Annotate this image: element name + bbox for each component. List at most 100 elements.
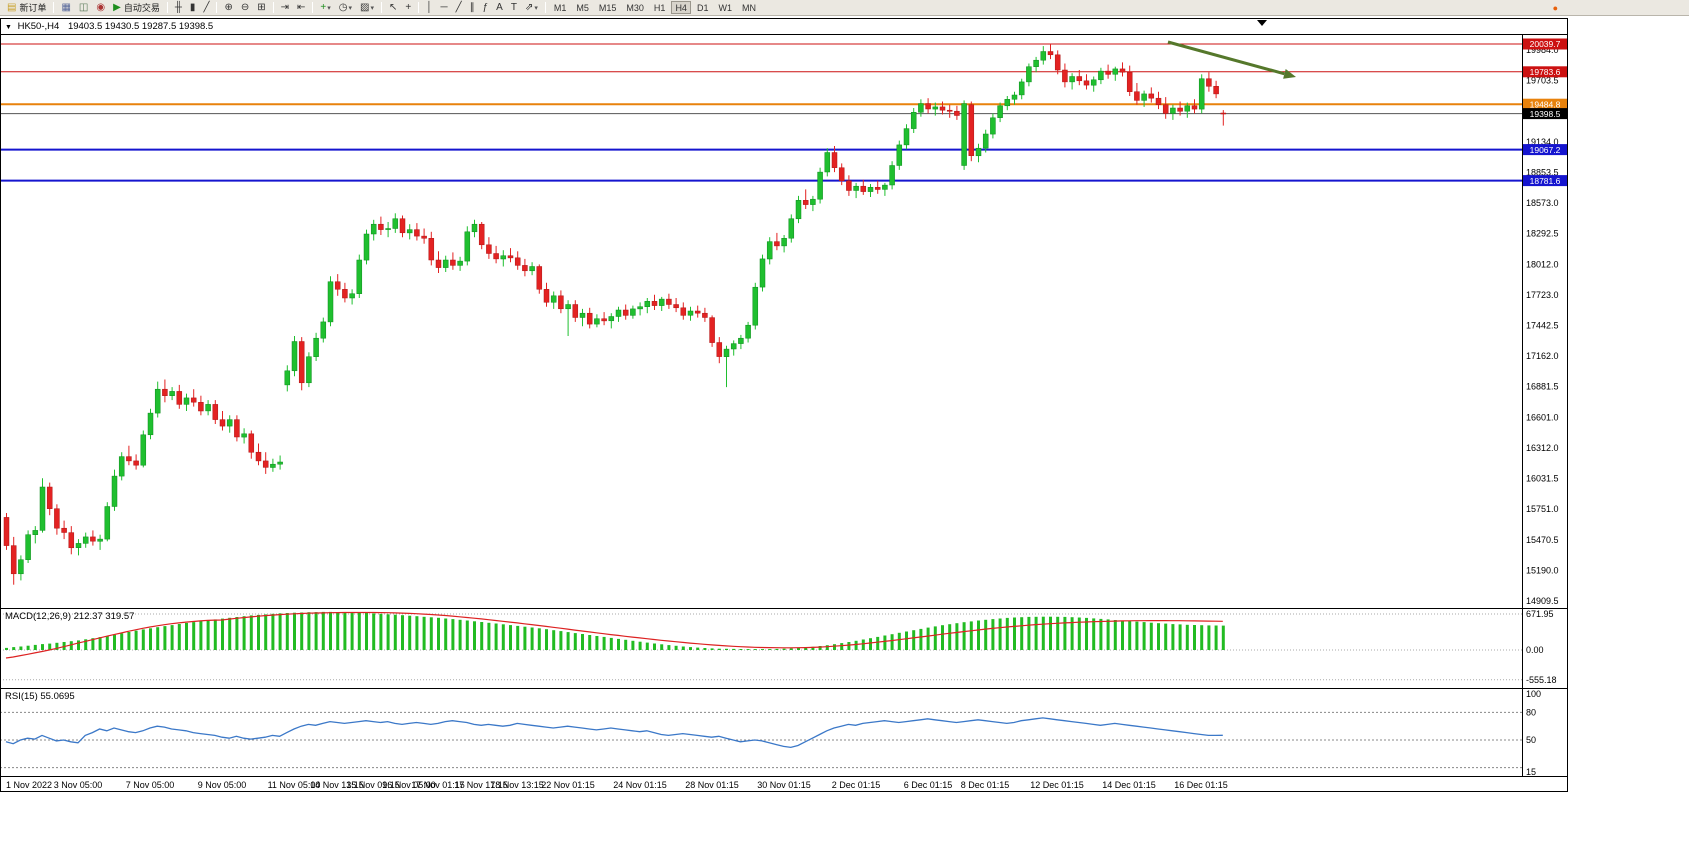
- svg-text:19067.2: 19067.2: [1530, 145, 1561, 155]
- cursor-button[interactable]: ↖: [386, 1, 400, 14]
- auto-scroll-button[interactable]: ⇥: [278, 1, 292, 14]
- zoom-in-button[interactable]: ⊕: [221, 1, 235, 14]
- periods-button[interactable]: ◷ ▾: [336, 1, 355, 14]
- text-label-button[interactable]: T: [508, 1, 520, 14]
- text-button[interactable]: A: [493, 1, 506, 14]
- equidistant-channel-button[interactable]: ∥: [467, 1, 478, 14]
- svg-text:15190.0: 15190.0: [1526, 565, 1559, 575]
- svg-text:100: 100: [1526, 689, 1541, 699]
- chart-shift-button[interactable]: ⇤: [294, 1, 308, 14]
- timeframe-mn-button[interactable]: MN: [741, 2, 756, 13]
- timeframe-d1-button[interactable]: D1: [696, 2, 709, 13]
- tile-windows-icon: ⊞: [257, 1, 266, 13]
- fibonacci-button[interactable]: ƒ: [480, 1, 492, 14]
- timeframe-m30-button[interactable]: M30: [626, 2, 644, 13]
- templates-icon: ▨: [360, 1, 370, 13]
- timeframe-m5-button[interactable]: M5: [576, 2, 589, 13]
- vertical-line-icon: │: [426, 1, 433, 13]
- svg-text:18292.5: 18292.5: [1526, 229, 1559, 239]
- autotrading-button[interactable]: ▶ 自动交易: [110, 1, 163, 14]
- price-level-lines[interactable]: [0, 43, 1522, 182]
- trend-arrow-annotation[interactable]: [1167, 40, 1296, 79]
- indicators-button[interactable]: + ▾: [317, 1, 333, 14]
- trendline-icon: ╱: [455, 1, 462, 13]
- zoom-out-button[interactable]: ⊖: [238, 1, 252, 14]
- macd-title: MACD(12,26,9) 212.37 319.57: [5, 611, 135, 622]
- svg-text:16 Nov 05:00: 16 Nov 05:00: [382, 780, 436, 790]
- indicator-grid-lines: [0, 613, 1522, 769]
- svg-text:7 Nov 05:00: 7 Nov 05:00: [126, 780, 175, 790]
- autotrading-icon: ▶: [113, 1, 121, 13]
- svg-text:15: 15: [1526, 767, 1536, 777]
- market-watch-icon: ◫: [78, 1, 89, 13]
- candlestick-chart-type-icon: ▮: [189, 1, 196, 13]
- svg-text:15470.5: 15470.5: [1526, 535, 1559, 545]
- svg-text:19783.6: 19783.6: [1530, 67, 1561, 77]
- toolbar-separator: [418, 2, 420, 13]
- svg-text:17 Nov 17:15: 17 Nov 17:15: [454, 780, 508, 790]
- new-order-button-label: 新订单: [19, 3, 47, 13]
- charts-window-icon: ▦: [61, 1, 71, 13]
- chart-title-bar: ▼ HK50-,H4 19403.5 19430.5 19287.5 19398…: [5, 21, 213, 32]
- toolbar-separator: [216, 2, 218, 13]
- arrows-button[interactable]: ⇗ ▾: [522, 1, 541, 14]
- macd-signal-line: [5, 611, 1223, 659]
- svg-text:18781.6: 18781.6: [1530, 176, 1561, 186]
- vertical-line-button[interactable]: │: [423, 1, 435, 14]
- periods-icon: ◷: [338, 1, 348, 13]
- svg-text:16601.0: 16601.0: [1526, 412, 1559, 422]
- chart-shift-marker-icon[interactable]: [1257, 20, 1267, 26]
- svg-text:17 Nov 01:15: 17 Nov 01:15: [411, 780, 465, 790]
- notification-icon[interactable]: ●: [1552, 2, 1558, 13]
- svg-text:14 Dec 01:15: 14 Dec 01:15: [1102, 780, 1156, 790]
- candlestick-chart-type-button[interactable]: ▮: [187, 1, 199, 14]
- svg-text:30 Nov 01:15: 30 Nov 01:15: [757, 780, 811, 790]
- svg-text:19398.5: 19398.5: [1530, 109, 1561, 119]
- horizontal-line-button[interactable]: ─: [437, 1, 450, 14]
- timeframe-h1-button[interactable]: H1: [653, 2, 666, 13]
- bar-chart-type-icon: ╫: [174, 1, 182, 13]
- new-order-button[interactable]: ▤ 新订单: [4, 1, 49, 14]
- timeframe-h4-button[interactable]: H4: [671, 1, 691, 14]
- toolbar-separator: [272, 2, 274, 13]
- svg-text:15 Nov 09:15: 15 Nov 09:15: [346, 780, 400, 790]
- chart-symbol-period: HK50-,H4: [17, 21, 60, 32]
- crosshair-icon: +: [405, 1, 412, 13]
- timeframe-w1-button[interactable]: W1: [718, 2, 732, 13]
- tile-windows-button[interactable]: ⊞: [254, 1, 268, 14]
- line-chart-type-button[interactable]: ╱: [200, 1, 212, 14]
- svg-text:50: 50: [1526, 735, 1536, 745]
- timeframe-m15-button[interactable]: M15: [598, 2, 617, 13]
- new-order-icon: ▤: [7, 1, 17, 13]
- svg-text:3 Nov 05:00: 3 Nov 05:00: [54, 780, 103, 790]
- svg-text:0.00: 0.00: [1526, 645, 1544, 655]
- bar-chart-type-button[interactable]: ╫: [172, 1, 185, 14]
- line-chart-type-icon: ╱: [203, 1, 210, 13]
- zoom-in-icon: ⊕: [224, 1, 233, 13]
- collapse-triangle-icon[interactable]: ▼: [5, 24, 12, 31]
- svg-text:22 Nov 01:15: 22 Nov 01:15: [541, 780, 595, 790]
- chart-ohlc: 19403.5 19430.5 19287.5 19398.5: [67, 21, 214, 32]
- alerts-icon: ◉: [96, 1, 106, 13]
- arrows-icon: ⇗: [524, 1, 534, 13]
- svg-text:19984.0: 19984.0: [1526, 45, 1559, 55]
- horizontal-line-icon: ─: [440, 1, 448, 13]
- candles-layer: [3, 43, 1227, 585]
- svg-text:18573.0: 18573.0: [1526, 198, 1559, 208]
- svg-text:19484.8: 19484.8: [1530, 99, 1561, 109]
- svg-text:14 Nov 13:15: 14 Nov 13:15: [310, 780, 364, 790]
- market-watch-button[interactable]: ◫: [76, 1, 91, 14]
- trendline-button[interactable]: ╱: [453, 1, 465, 14]
- rsi-title: RSI(15) 55.0695: [5, 691, 75, 702]
- timeframe-m1-button[interactable]: M1: [553, 2, 567, 13]
- macd-histogram: [5, 611, 1225, 650]
- svg-text:15751.0: 15751.0: [1526, 504, 1559, 514]
- charts-window-button[interactable]: ▦: [58, 1, 73, 14]
- crosshair-button[interactable]: +: [402, 1, 414, 14]
- svg-text:16881.5: 16881.5: [1526, 382, 1559, 392]
- alerts-button[interactable]: ◉: [93, 1, 108, 14]
- svg-text:18 Nov 13:15: 18 Nov 13:15: [490, 780, 544, 790]
- templates-button[interactable]: ▨ ▾: [357, 1, 377, 14]
- indicators-icon: +: [320, 1, 327, 13]
